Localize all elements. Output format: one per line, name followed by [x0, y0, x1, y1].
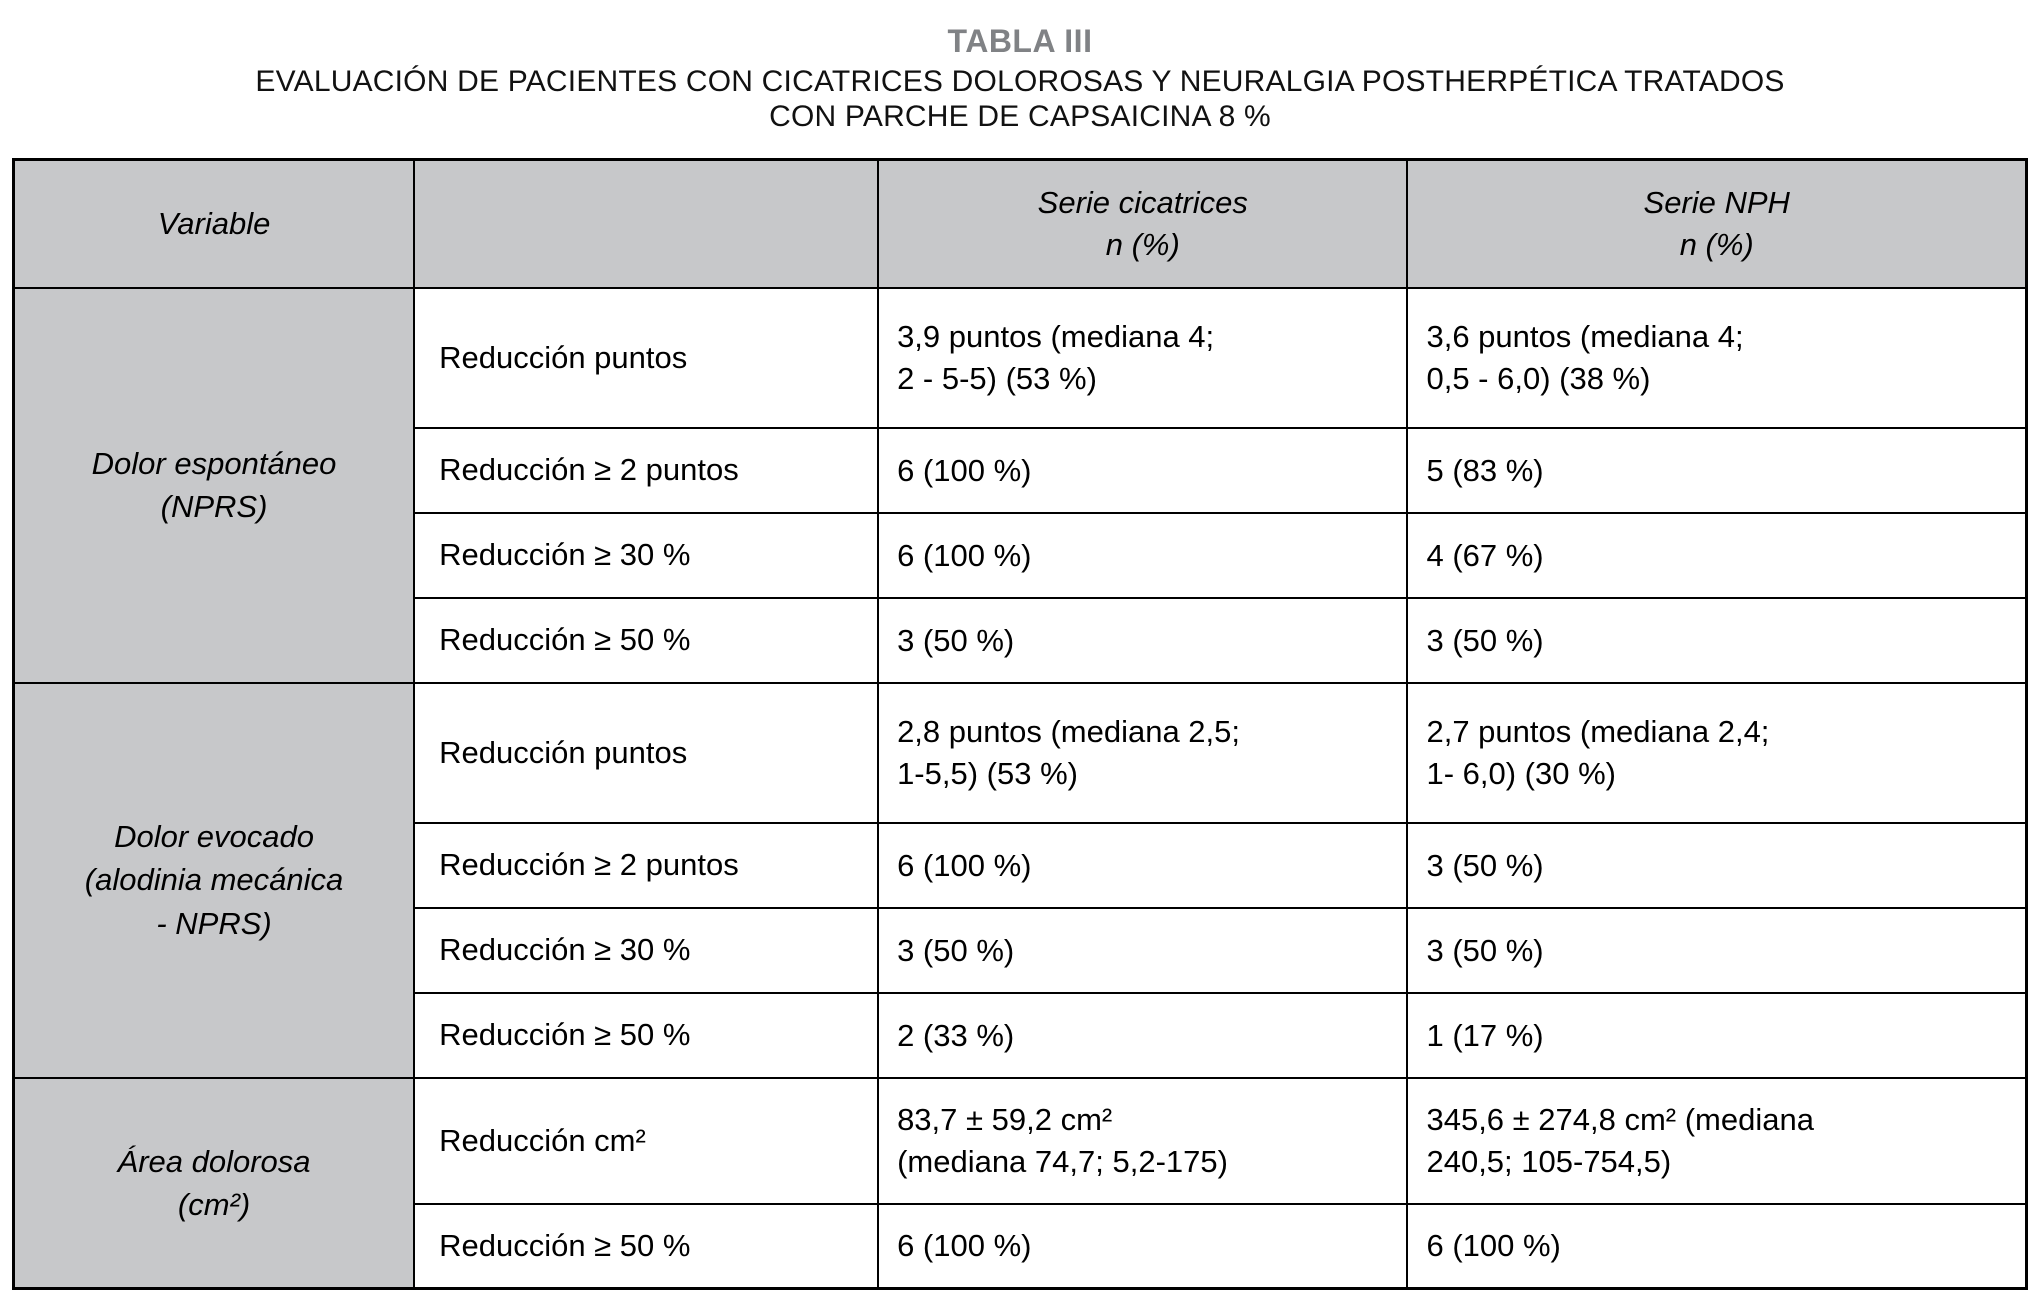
cell-nph: 1 (17 %) — [1406, 991, 2028, 1079]
variable-dolor-evocado: Dolor evocado (alodinia mecánica - NPRS) — [12, 681, 416, 1079]
cell-nph: 3 (50 %) — [1406, 596, 2028, 684]
table-row: Reducción ≥ 30 % 3 (50 %) 3 (50 %) — [14, 906, 2028, 994]
header-empty — [413, 158, 880, 289]
cell-cicatrices: 6 (100 %) — [877, 821, 1409, 909]
cell-nph: 2,7 puntos (mediana 2,4; 1- 6,0) (30 %) — [1406, 681, 2028, 824]
cell-cicatrices: 6 (100 %) — [877, 426, 1409, 514]
table-number: TABLA III — [947, 23, 1093, 59]
table-row: Reducción ≥ 2 puntos 6 (100 %) 5 (83 %) — [14, 426, 2028, 514]
table-row: Reducción ≥ 50 % 3 (50 %) 3 (50 %) — [14, 596, 2028, 684]
table-row: Dolor espontáneo (NPRS) Reducción puntos… — [12, 286, 2028, 684]
variable-area-dolorosa: Área dolorosa (cm²) — [12, 1076, 416, 1290]
row-label: Reducción ≥ 2 puntos — [413, 426, 880, 514]
cell-nph: 6 (100 %) — [1406, 1202, 2028, 1290]
header-variable: Variable — [12, 158, 416, 289]
title-block: TABLA III EVALUACIÓN DE PACIENTES CON CI… — [12, 23, 2028, 134]
cell-nph: 4 (67 %) — [1406, 511, 2028, 599]
header-row: Variable Serie cicatrices n (%) Serie NP… — [12, 158, 2028, 289]
cell-cicatrices: 6 (100 %) — [877, 511, 1409, 599]
table-row: Reducción ≥ 2 puntos 6 (100 %) 3 (50 %) — [14, 821, 2028, 909]
cell-cicatrices: 2 (33 %) — [877, 991, 1409, 1079]
header-serie-cicatrices: Serie cicatrices n (%) — [877, 158, 1409, 289]
row-label: Reducción ≥ 2 puntos — [413, 821, 880, 909]
row-label: Reducción cm² — [413, 1076, 880, 1205]
table-row: Dolor evocado (alodinia mecánica - NPRS)… — [12, 681, 2028, 1079]
table-row: Reducción ≥ 50 % 2 (33 %) 1 (17 %) — [14, 991, 2028, 1079]
cell-cicatrices: 83,7 ± 59,2 cm² (mediana 74,7; 5,2-175) — [877, 1076, 1409, 1205]
table-row: Reducción ≥ 50 % 6 (100 %) 6 (100 %) — [14, 1202, 2028, 1290]
cell-nph: 5 (83 %) — [1406, 426, 2028, 514]
cell-nph: 345,6 ± 274,8 cm² (mediana 240,5; 105-75… — [1406, 1076, 2028, 1205]
row-label: Reducción ≥ 50 % — [413, 1202, 880, 1290]
cell-cicatrices: 6 (100 %) — [877, 1202, 1409, 1290]
cell-cicatrices: 2,8 puntos (mediana 2,5; 1-5,5) (53 %) — [877, 681, 1409, 824]
row-label: Reducción ≥ 50 % — [413, 991, 880, 1079]
table-row: Reducción ≥ 30 % 6 (100 %) 4 (67 %) — [14, 511, 2028, 599]
cell-nph: 3 (50 %) — [1406, 906, 2028, 994]
table-row: Área dolorosa (cm²) Reducción cm² 83,7 ±… — [12, 1076, 2028, 1290]
row-label: Reducción ≥ 30 % — [413, 511, 880, 599]
row-label: Reducción puntos — [413, 286, 880, 429]
cell-cicatrices: 3 (50 %) — [877, 906, 1409, 994]
data-table: Variable Serie cicatrices n (%) Serie NP… — [12, 158, 2028, 1291]
row-label: Reducción puntos — [413, 681, 880, 824]
cell-cicatrices: 3 (50 %) — [877, 596, 1409, 684]
row-label: Reducción ≥ 50 % — [413, 596, 880, 684]
cell-nph: 3 (50 %) — [1406, 821, 2028, 909]
table-caption: EVALUACIÓN DE PACIENTES CON CICATRICES D… — [255, 65, 1785, 133]
header-serie-nph: Serie NPH n (%) — [1406, 158, 2028, 289]
variable-dolor-espontaneo: Dolor espontáneo (NPRS) — [12, 286, 416, 684]
row-label: Reducción ≥ 30 % — [413, 906, 880, 994]
cell-cicatrices: 3,9 puntos (mediana 4; 2 - 5-5) (53 %) — [877, 286, 1409, 429]
cell-nph: 3,6 puntos (mediana 4; 0,5 - 6,0) (38 %) — [1406, 286, 2028, 429]
